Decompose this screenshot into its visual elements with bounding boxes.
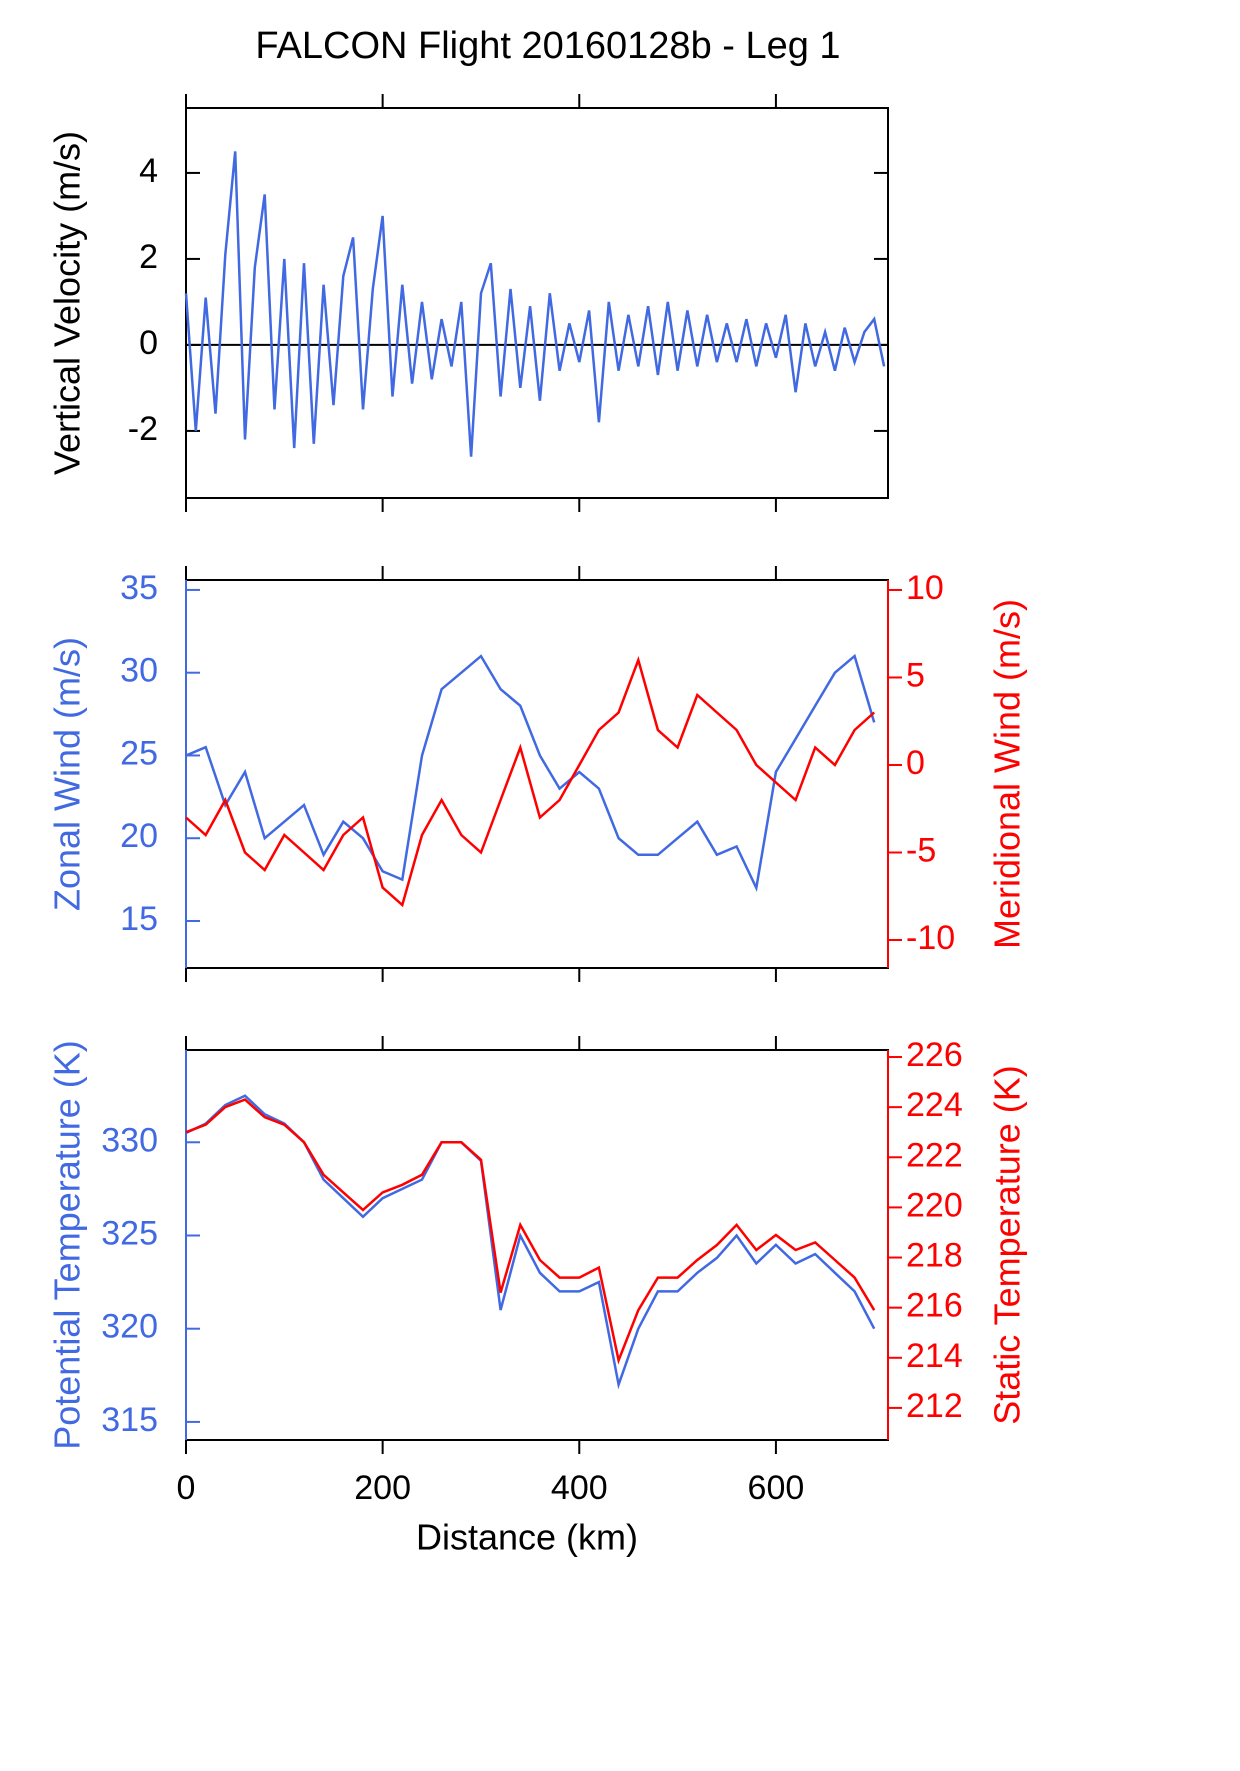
y-tick-label: 20 xyxy=(120,817,158,855)
y2-axis-label: Static Temperature (K) xyxy=(987,1065,1028,1424)
y-tick-label: 0 xyxy=(139,324,158,362)
y2-tick-label: 218 xyxy=(906,1237,963,1275)
data-line xyxy=(185,653,876,893)
plot-frame xyxy=(185,579,889,969)
y-tick-label: 330 xyxy=(101,1121,158,1159)
y-tick-label: 25 xyxy=(120,734,158,772)
data-line xyxy=(184,151,886,457)
y-axis-label: Zonal Wind (m/s) xyxy=(47,637,88,911)
x-tick-label: 0 xyxy=(177,1469,196,1507)
y2-axis-label: Meridional Wind (m/s) xyxy=(987,599,1028,949)
y-tick-label: 4 xyxy=(139,152,158,190)
y-tick-label: 325 xyxy=(101,1214,158,1252)
y2-tick-label: 220 xyxy=(906,1186,963,1224)
y2-tick-label: -5 xyxy=(906,831,936,869)
data-line xyxy=(185,1098,876,1365)
y-axis-label: Vertical Velocity (m/s) xyxy=(47,131,88,475)
y2-tick-label: 214 xyxy=(906,1337,963,1375)
y2-tick-label: 10 xyxy=(906,569,944,607)
y-tick-label: 315 xyxy=(101,1401,158,1439)
data-line xyxy=(185,655,876,908)
y2-tick-label: 5 xyxy=(906,656,925,694)
y2-tick-label: 224 xyxy=(906,1086,963,1124)
y2-tick-label: -10 xyxy=(906,919,955,957)
x-tick-label: 600 xyxy=(748,1469,805,1507)
x-axis-label: Distance (km) xyxy=(416,1517,638,1558)
y-tick-label: -2 xyxy=(128,410,158,448)
y-axis-label: Potential Temperature (K) xyxy=(47,1040,88,1450)
y-tick-label: 30 xyxy=(120,652,158,690)
chart-title: FALCON Flight 20160128b - Leg 1 xyxy=(255,25,840,67)
y2-tick-label: 226 xyxy=(906,1036,963,1074)
y-tick-label: 35 xyxy=(120,569,158,607)
x-tick-label: 400 xyxy=(551,1469,608,1507)
y2-tick-label: 0 xyxy=(906,744,925,782)
y-tick-label: 320 xyxy=(101,1308,158,1346)
y2-tick-label: 216 xyxy=(906,1287,963,1325)
y2-tick-label: 222 xyxy=(906,1136,963,1174)
plot-frame xyxy=(185,1049,889,1441)
y-tick-label: 15 xyxy=(120,900,158,938)
y2-tick-label: 212 xyxy=(906,1387,963,1425)
y-tick-label: 2 xyxy=(139,238,158,276)
plot-frame xyxy=(185,107,889,499)
x-tick-label: 200 xyxy=(354,1469,411,1507)
